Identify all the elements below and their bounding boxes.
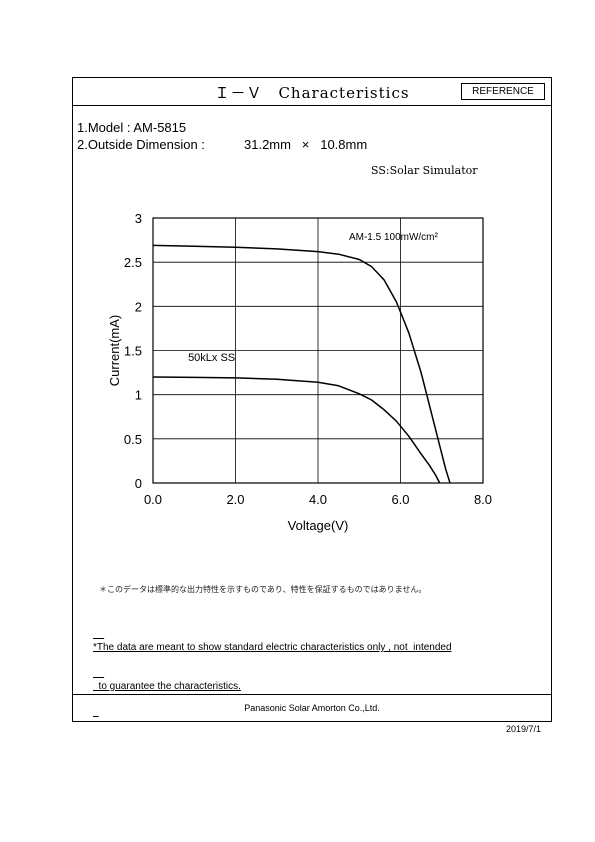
document-date: 2019/7/1	[506, 724, 542, 734]
y-tick-label: 3	[135, 211, 142, 226]
company-name: Panasonic Solar Amorton Co.,Ltd.	[244, 703, 380, 713]
x-tick-label: 2.0	[226, 492, 244, 507]
disclaimer-english: *The data are meant to show standard ele…	[93, 615, 452, 719]
x-tick-label: 6.0	[391, 492, 409, 507]
datasheet-frame: Ｉ－Ｖ Characteristics REFERENCE 1.Model : …	[72, 77, 552, 722]
model-spec: 1.Model : AM-5815	[77, 120, 187, 135]
series-label-am15: AM-1.5 100mW/cm²	[349, 232, 439, 243]
y-tick-label: 0	[135, 476, 142, 491]
plot-frame	[152, 217, 484, 484]
y-tick-label: 0.5	[124, 432, 142, 447]
reference-badge: REFERENCE	[461, 83, 545, 100]
disclaimer-japanese: ＊このデータは標準的な出力特性を示すものであり、特性を保証するものではありません…	[99, 585, 427, 594]
disclaimer-english-line2: to guarantee the characteristics.	[93, 681, 241, 692]
dimension-value: 31.2mm × 10.8mm	[244, 137, 368, 152]
title-bar: Ｉ－Ｖ Characteristics REFERENCE	[73, 78, 551, 106]
dimension-label: 2.Outside Dimension :	[77, 137, 205, 152]
y-tick-label: 1.5	[124, 344, 142, 359]
page-title: Ｉ－Ｖ Characteristics	[214, 84, 410, 102]
series-line-2	[152, 376, 441, 484]
y-tick-label: 2	[135, 299, 142, 314]
x-tick-label: 8.0	[474, 492, 492, 507]
series-label-50klx: 50kLx SS	[188, 352, 235, 364]
x-tick-label: 4.0	[309, 492, 327, 507]
solar-simulator-note: SS:Solar Simulator	[371, 164, 478, 177]
iv-chart: 0.0 2.0 4.0 6.0 8.0 0 0.5 1 1.5 2 2.5 3 Voltage(V) Cu…	[107, 211, 492, 533]
x-axis-label: Voltage(V)	[288, 518, 349, 533]
y-axis-label: Current(mA)	[107, 315, 122, 387]
y-tick-label: 2.5	[124, 255, 142, 270]
footer: Panasonic Solar Amorton Co.,Ltd.	[73, 694, 551, 722]
series-line-1	[152, 244, 451, 484]
x-tick-label: 0.0	[144, 492, 162, 507]
y-tick-label: 1	[135, 388, 142, 403]
disclaimer-english-line1: *The data are meant to show standard ele…	[93, 642, 452, 653]
